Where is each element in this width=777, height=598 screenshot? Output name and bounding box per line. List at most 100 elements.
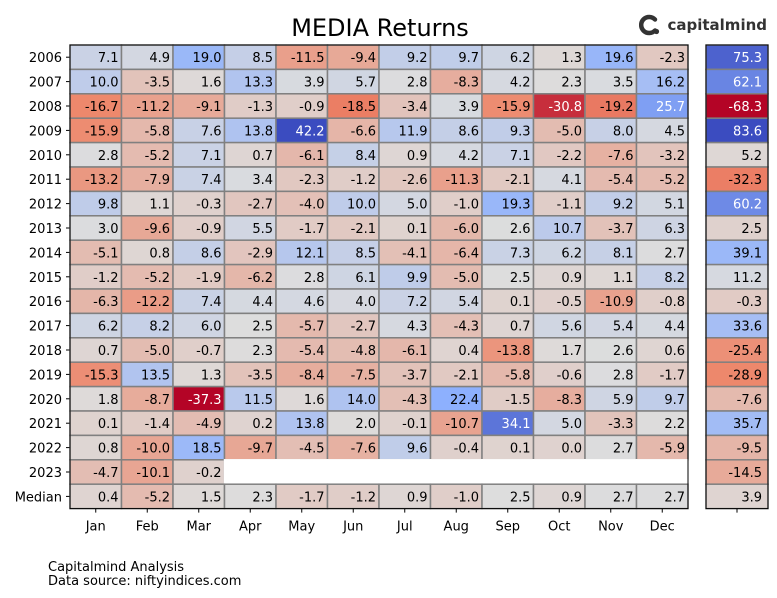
cell-value: 7.1 <box>510 149 531 164</box>
month-label: Jul <box>396 520 413 535</box>
month-label: Jan <box>85 520 106 535</box>
heatmap-cell <box>429 68 483 95</box>
cell-value: 7.3 <box>510 246 531 261</box>
cell-value: -19.2 <box>600 100 634 115</box>
cell-value: 0.1 <box>510 442 531 457</box>
empty-cell <box>532 459 586 485</box>
cell-value: 2.3 <box>561 76 582 91</box>
cell-value: 6.3 <box>664 222 685 237</box>
row-label: 2021 <box>29 417 62 432</box>
cell-value: 4.6 <box>304 295 325 310</box>
heatmap-cell <box>275 239 329 266</box>
heatmap-cell <box>584 361 638 388</box>
cell-value: 0.8 <box>149 246 170 261</box>
cell-value: 2.3 <box>252 490 273 505</box>
cell-value: 0.1 <box>407 222 428 237</box>
cell-value: -11.3 <box>445 173 479 188</box>
heatmap-cell <box>275 117 329 144</box>
heatmap-cell <box>584 93 638 119</box>
cell-value: 0.1 <box>98 417 119 432</box>
cell-value: 3.9 <box>458 100 479 115</box>
cell-value: 2.8 <box>613 368 634 383</box>
cell-value: 7.4 <box>201 295 222 310</box>
heatmap-cell <box>429 263 483 290</box>
heatmap-cell <box>69 93 123 119</box>
heatmap-cell <box>326 166 380 193</box>
cell-value: -5.4 <box>608 173 633 188</box>
empty-cell <box>481 459 535 485</box>
heatmap-cell <box>275 410 329 437</box>
cell-value: -15.9 <box>85 124 119 139</box>
heatmap-cell <box>635 410 689 437</box>
cell-value: -5.4 <box>299 344 324 359</box>
row-label: 2006 <box>29 51 62 66</box>
cell-value: 0.9 <box>407 149 428 164</box>
cell-value: 10.0 <box>90 76 119 91</box>
heatmap-cell <box>120 483 174 510</box>
cell-value: 1.3 <box>561 51 582 66</box>
cell-value: -0.1 <box>402 417 427 432</box>
brand-name: capitalmind <box>667 16 767 34</box>
cell-value: 4.4 <box>252 295 273 310</box>
annual-value: -28.9 <box>728 368 762 383</box>
annual-value: -9.5 <box>737 442 762 457</box>
heatmap-cell <box>378 410 432 437</box>
heatmap-cell <box>481 93 535 119</box>
row-label: 2012 <box>29 198 62 213</box>
row-label: 2022 <box>29 442 62 457</box>
row-label: 2016 <box>29 295 62 310</box>
cell-value: -1.2 <box>351 173 376 188</box>
heatmap-cell <box>378 68 432 95</box>
cell-value: -0.2 <box>196 466 221 481</box>
heatmap-cell <box>326 337 380 363</box>
cell-value: 19.3 <box>502 198 531 213</box>
cell-value: 7.6 <box>201 124 222 139</box>
cell-value: 9.3 <box>510 124 531 139</box>
cell-value: -4.5 <box>299 442 324 457</box>
heatmap-cell <box>635 68 689 95</box>
heatmap-cell <box>69 483 123 510</box>
heatmap-cell <box>69 190 123 217</box>
cell-value: 6.2 <box>561 246 582 261</box>
cell-value: -3.4 <box>402 100 427 115</box>
row-label: 2023 <box>29 466 62 481</box>
heatmap-cell <box>120 166 174 193</box>
cell-value: -5.0 <box>557 124 582 139</box>
heatmap-cell <box>172 483 226 510</box>
heatmap-cell <box>223 288 277 315</box>
cell-value: -3.2 <box>660 149 685 164</box>
cell-value: 0.8 <box>98 442 119 457</box>
cell-value: -6.6 <box>351 124 376 139</box>
row-label: 2008 <box>29 100 62 115</box>
cell-value: 8.4 <box>355 149 376 164</box>
annual-cell <box>705 93 769 119</box>
cell-value: -1.7 <box>299 222 324 237</box>
annual-cell <box>705 263 769 290</box>
cell-value: 2.5 <box>510 271 531 286</box>
cell-value: -4.3 <box>402 393 427 408</box>
heatmap-cell <box>635 117 689 144</box>
cell-value: -4.8 <box>351 344 376 359</box>
heatmap-cell <box>429 385 483 412</box>
heatmap-cell <box>532 263 586 290</box>
heatmap-cell <box>584 410 638 437</box>
cell-value: 0.1 <box>510 295 531 310</box>
heatmap-cell <box>326 190 380 217</box>
cell-value: 25.7 <box>656 100 685 115</box>
row-label: 2011 <box>29 173 62 188</box>
heatmap-cell <box>120 68 174 95</box>
cell-value: 8.5 <box>355 246 376 261</box>
cell-value: -4.0 <box>299 198 324 213</box>
cell-value: -1.9 <box>196 271 221 286</box>
cell-value: -2.2 <box>557 149 582 164</box>
cell-value: -2.7 <box>351 320 376 335</box>
heatmap-cell <box>532 385 586 412</box>
row-label: 2015 <box>29 271 62 286</box>
cell-value: 8.2 <box>664 271 685 286</box>
cell-value: -2.7 <box>248 198 273 213</box>
row-label: 2018 <box>29 344 62 359</box>
heatmap-cell <box>120 239 174 266</box>
month-label: May <box>288 520 315 535</box>
heatmap-cell <box>326 483 380 510</box>
footer-data-source: Data source: niftyindices.com <box>48 574 242 589</box>
